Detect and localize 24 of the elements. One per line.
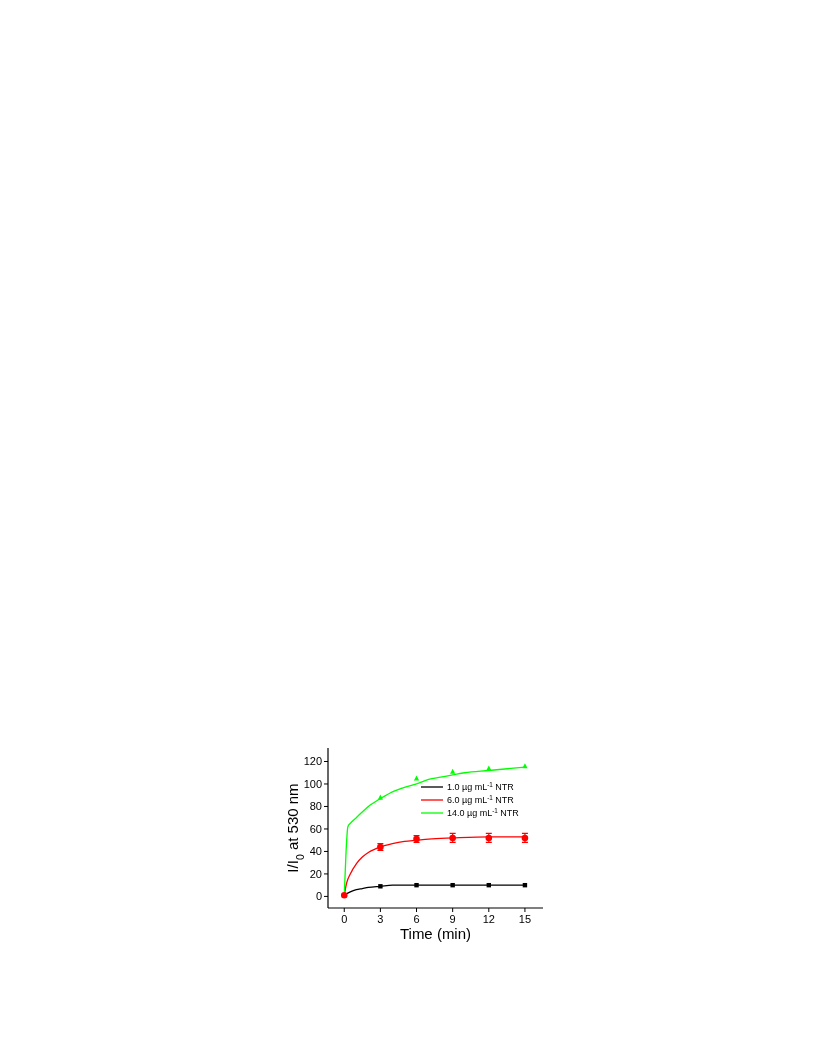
x-axis-title: Time (min): [399, 925, 472, 942]
point: [377, 794, 384, 800]
point: [522, 763, 528, 769]
y-tick-label: 80: [309, 800, 322, 813]
legend-label: 14.0 µg mL$^{-1}$ NTR: [447, 806, 520, 819]
x-tick-label: 3: [377, 913, 384, 925]
y-tick-label: 100: [303, 777, 322, 790]
y-tick-label: 120: [303, 755, 322, 768]
x-tick-label: 6: [413, 913, 420, 925]
y-tick-label: 60: [309, 822, 322, 835]
point: [413, 775, 420, 781]
point: [378, 884, 383, 889]
y-tick-label: 20: [309, 867, 322, 880]
x-tick-label: 0: [341, 913, 348, 925]
x-tick-label: 12: [482, 913, 495, 925]
x-tick-label: 9: [449, 913, 456, 925]
legend-label: 6.0 µg mL$^{-1}$ NTR: [447, 793, 515, 806]
x-tick-label: 15: [518, 913, 532, 925]
y-tick-label: 40: [309, 845, 322, 858]
point: [450, 768, 456, 774]
legend-label: 1.0 µg mL$^{-1}$ NTR: [447, 780, 515, 793]
y-tick-label: 0: [315, 890, 322, 903]
point: [450, 882, 455, 888]
point: [414, 882, 419, 888]
